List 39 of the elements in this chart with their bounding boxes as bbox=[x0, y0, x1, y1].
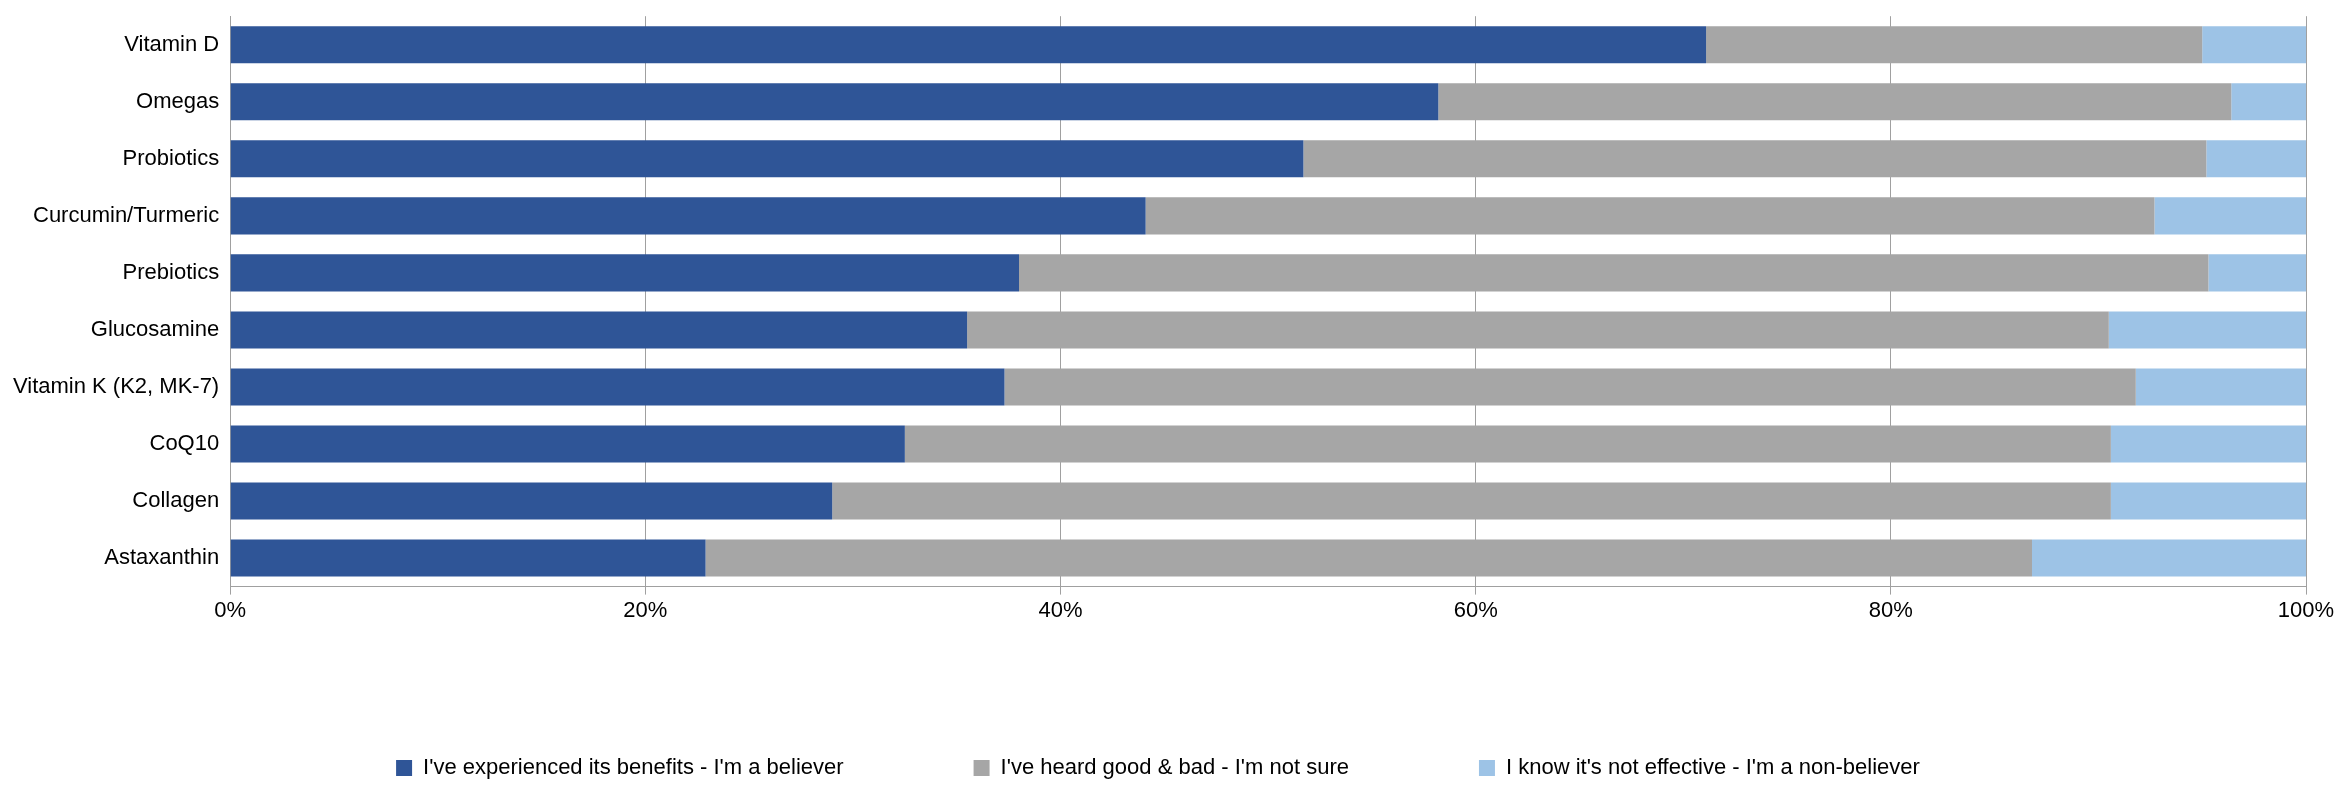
y-tick-label: Omegas bbox=[136, 87, 220, 113]
legend-label: I've experienced its benefits - I'm a believer bbox=[423, 754, 844, 780]
x-tick-label: 40% bbox=[1038, 596, 1083, 622]
legend-label: I know it's not effective - I'm a non-believer bbox=[1505, 754, 1920, 780]
bar bbox=[2108, 311, 2306, 349]
y-tick-label: Vitamin K (K2, MK-7) bbox=[12, 373, 220, 399]
x-tick-label: 100% bbox=[2277, 596, 2335, 622]
bar bbox=[230, 83, 1439, 121]
y-tick-label: Collagen bbox=[132, 487, 220, 513]
bar bbox=[230, 26, 1707, 64]
x-tick-label: 0% bbox=[214, 596, 247, 622]
bar bbox=[2135, 368, 2306, 406]
bar bbox=[230, 539, 706, 577]
y-tick-label: Glucosamine bbox=[90, 315, 220, 341]
bar bbox=[230, 140, 1304, 178]
y-tick-label: Curcumin/Turmeric bbox=[32, 201, 220, 227]
bar bbox=[2208, 254, 2306, 292]
legend-label: I've heard good & bad - I'm not sure bbox=[1000, 754, 1349, 780]
bar bbox=[2154, 197, 2306, 235]
bar bbox=[230, 254, 1020, 292]
bar bbox=[2202, 26, 2306, 64]
bar bbox=[230, 482, 833, 520]
x-tick-label: 60% bbox=[1453, 596, 1498, 622]
x-tick-label: 80% bbox=[1868, 596, 1913, 622]
bar bbox=[2206, 140, 2306, 178]
bar bbox=[230, 425, 905, 463]
y-tick-label: Prebiotics bbox=[122, 258, 220, 284]
bar bbox=[2110, 482, 2306, 520]
bar bbox=[2231, 83, 2306, 121]
y-tick-label: Vitamin D bbox=[124, 30, 220, 56]
y-tick-label: Astaxanthin bbox=[104, 544, 220, 570]
bar bbox=[230, 368, 1005, 406]
y-tick-label: Probiotics bbox=[122, 144, 220, 170]
bar bbox=[230, 311, 968, 349]
x-tick-label: 20% bbox=[623, 596, 668, 622]
bar bbox=[2110, 425, 2306, 463]
y-tick-label: CoQ10 bbox=[149, 430, 220, 456]
bar bbox=[230, 197, 1146, 235]
bar bbox=[2032, 539, 2306, 577]
